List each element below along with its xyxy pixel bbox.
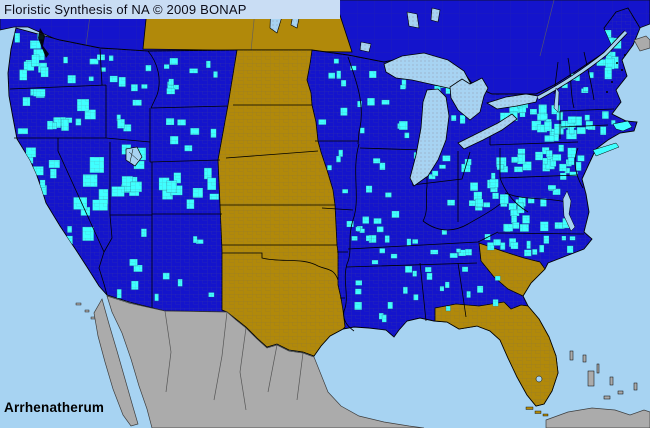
mexico-state-lines bbox=[164, 310, 304, 411]
st-lawrence-river bbox=[536, 30, 628, 100]
cape-cod bbox=[612, 120, 633, 132]
chesapeake-bay bbox=[562, 190, 576, 232]
great-lakes bbox=[383, 52, 539, 187]
lake-michigan bbox=[409, 88, 450, 187]
map-title: Floristic Synthesis of NA © 2009 BONAP bbox=[0, 0, 340, 19]
nova-scotia bbox=[633, 35, 650, 52]
coastal-details bbox=[38, 28, 633, 320]
florida-keys bbox=[525, 406, 549, 417]
lake-champlain bbox=[553, 87, 560, 113]
small-lakes bbox=[125, 87, 576, 383]
long-island bbox=[592, 142, 620, 157]
caribbean-region bbox=[525, 35, 650, 428]
taxon-label: Arrhenatherum bbox=[4, 400, 105, 415]
lake-huron bbox=[449, 77, 489, 121]
bahamas bbox=[569, 350, 638, 400]
lake-erie bbox=[457, 113, 518, 150]
channel-islands bbox=[75, 302, 96, 320]
baja-california bbox=[93, 298, 139, 427]
mexico-mainland bbox=[106, 295, 425, 428]
cuba bbox=[545, 407, 650, 428]
maine-coast-islands bbox=[606, 54, 626, 93]
puget-sound bbox=[38, 28, 49, 58]
lake-ontario bbox=[486, 93, 539, 110]
state-borders bbox=[9, 48, 615, 332]
lake-okeechobee bbox=[535, 375, 543, 383]
mexico-region bbox=[93, 295, 425, 428]
